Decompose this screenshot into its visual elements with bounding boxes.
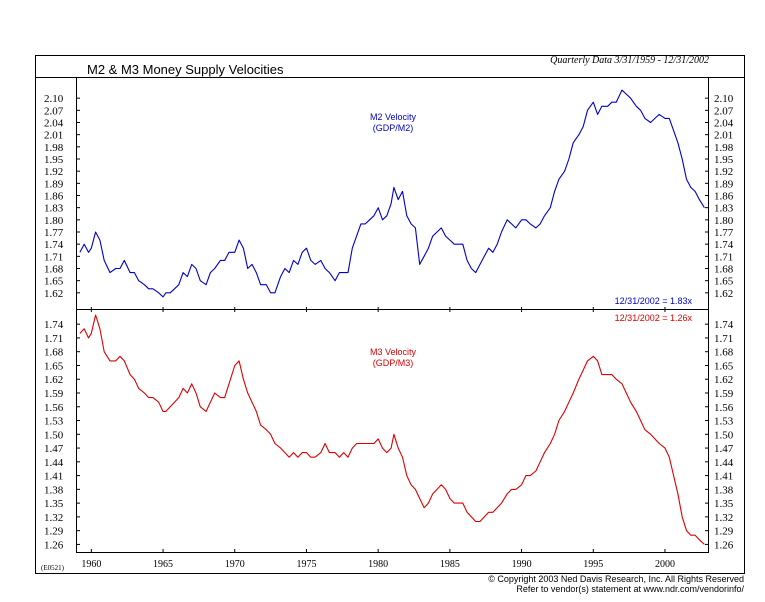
m2-ytick-left: 1.62 (44, 288, 63, 300)
m2-ytick-right: 1.86 (714, 191, 734, 203)
m2-series-label: (GDP/M2) (373, 123, 414, 133)
m2-ytick-right: 2.04 (714, 118, 734, 130)
xtick-label: 1985 (440, 559, 460, 570)
m3-ytick-right: 1.41 (714, 471, 733, 483)
m2-ytick-left: 1.86 (44, 191, 64, 203)
m3-ytick-right: 1.56 (714, 402, 734, 414)
m3-ytick-left: 1.41 (44, 471, 63, 483)
m3-ytick-left: 1.74 (44, 319, 64, 331)
m3-ytick-right: 1.59 (714, 388, 734, 400)
m3-ytick-left: 1.38 (44, 484, 64, 496)
m3-ytick-left: 1.56 (44, 402, 64, 414)
m3-series-label: (GDP/M3) (373, 358, 414, 368)
m3-ytick-left: 1.71 (44, 333, 63, 345)
m2-ytick-right: 1.71 (714, 251, 733, 263)
chart-subtitle: Quarterly Data 3/31/1959 - 12/31/2002 (550, 55, 709, 66)
m2-ytick-right: 1.80 (714, 215, 734, 227)
m2-ytick-left: 2.07 (44, 105, 64, 117)
m2-ytick-right: 1.95 (714, 154, 734, 166)
m3-ytick-right: 1.32 (714, 512, 733, 524)
xtick-label: 1970 (225, 559, 245, 570)
m3-series-label: M3 Velocity (370, 347, 417, 357)
m3-ytick-left: 1.47 (44, 443, 64, 455)
copyright-notice: © Copyright 2003 Ned Davis Research, Inc… (488, 574, 744, 584)
m3-ytick-right: 1.74 (714, 319, 734, 331)
m3-ytick-left: 1.29 (44, 526, 64, 538)
m2-ytick-left: 1.71 (44, 251, 63, 263)
m3-ytick-left: 1.59 (44, 388, 64, 400)
xtick-label: 1990 (512, 559, 532, 570)
xtick-label: 1960 (81, 559, 101, 570)
m3-ytick-right: 1.53 (714, 416, 734, 428)
m3-ytick-right: 1.65 (714, 360, 734, 372)
m3-ytick-left: 1.53 (44, 416, 64, 428)
xtick-label: 1995 (583, 559, 603, 570)
m3-ytick-right: 1.50 (714, 429, 734, 441)
m2-ytick-right: 1.74 (714, 239, 734, 251)
m3-ytick-right: 1.35 (714, 498, 734, 510)
m2-ytick-left: 1.83 (44, 203, 64, 215)
m2-ytick-left: 2.10 (44, 93, 64, 105)
m3-ytick-right: 1.26 (714, 539, 734, 551)
m2-end-value-label: 12/31/2002 = 1.83x (615, 296, 693, 306)
m2-velocity-line (79, 89, 705, 298)
m2-ytick-right: 1.98 (714, 142, 734, 154)
xtick-label: 1965 (153, 559, 173, 570)
m3-ytick-right: 1.71 (714, 333, 733, 345)
m3-ytick-left: 1.68 (44, 347, 64, 359)
m2-ytick-right: 2.10 (714, 93, 734, 105)
m2-ytick-right: 1.92 (714, 166, 733, 178)
m3-ytick-right: 1.68 (714, 347, 734, 359)
m2-ytick-left: 1.77 (44, 227, 64, 239)
m3-ytick-right: 1.62 (714, 374, 733, 386)
m2-ytick-left: 1.65 (44, 276, 64, 288)
m3-ytick-left: 1.65 (44, 360, 64, 372)
m3-ytick-left: 1.44 (44, 457, 64, 469)
plot-area-frame (76, 77, 709, 553)
m2-ytick-left: 2.04 (44, 118, 64, 130)
m3-ytick-right: 1.38 (714, 484, 734, 496)
m2-ytick-right: 1.62 (714, 288, 733, 300)
xtick-label: 1975 (296, 559, 316, 570)
m2-ytick-right: 1.68 (714, 264, 734, 276)
chart-code: (E0521) (41, 564, 65, 572)
m3-ytick-left: 1.50 (44, 429, 64, 441)
m3-end-value-label: 12/31/2002 = 1.26x (615, 313, 693, 323)
m3-ytick-right: 1.47 (714, 443, 734, 455)
m3-velocity-line (79, 314, 705, 545)
m2-ytick-left: 1.92 (44, 166, 63, 178)
m2-ytick-left: 2.01 (44, 130, 63, 142)
m2-ytick-left: 1.89 (44, 178, 64, 190)
m3-ytick-right: 1.44 (714, 457, 734, 469)
m3-ytick-left: 1.35 (44, 498, 64, 510)
m2-ytick-right: 2.07 (714, 105, 734, 117)
xtick-label: 2000 (655, 559, 675, 570)
m2-ytick-right: 2.01 (714, 130, 733, 142)
m2-ytick-left: 1.74 (44, 239, 64, 251)
m2-ytick-left: 1.95 (44, 154, 64, 166)
chart-frame (35, 55, 745, 574)
m3-ytick-right: 1.29 (714, 526, 734, 538)
m2-ytick-right: 1.65 (714, 276, 734, 288)
m2-ytick-left: 1.68 (44, 264, 64, 276)
m3-ytick-left: 1.32 (44, 512, 63, 524)
m2-series-label: M2 Velocity (370, 112, 417, 122)
m3-ytick-left: 1.26 (44, 539, 64, 551)
xtick-label: 1980 (368, 559, 388, 570)
m2-ytick-right: 1.89 (714, 178, 734, 190)
m2-ytick-right: 1.83 (714, 203, 734, 215)
m2-ytick-right: 1.77 (714, 227, 734, 239)
m2-ytick-left: 1.98 (44, 142, 64, 154)
vendor-notice: Refer to vendor(s) statement at www.ndr.… (516, 584, 744, 594)
m3-ytick-left: 1.62 (44, 374, 63, 386)
chart-title: M2 & M3 Money Supply Velocities (87, 62, 284, 77)
m2-ytick-left: 1.80 (44, 215, 64, 227)
